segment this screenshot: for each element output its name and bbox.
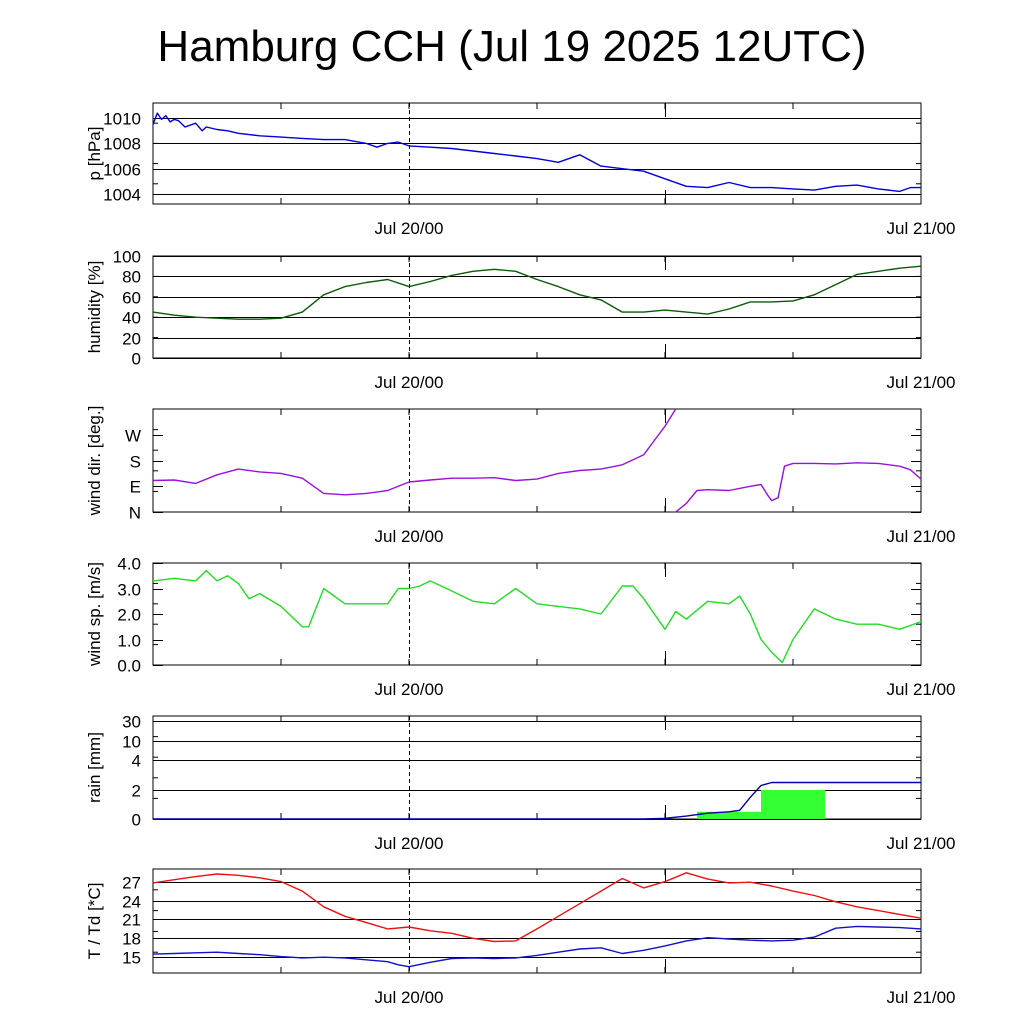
y-tick-label: 10: [122, 733, 141, 752]
panel-wind_speed: 0.0 1.0 2.0 3.0 4.0 Jul 20/00 Jul 21/00 wind sp…: [85, 555, 956, 700]
y-tick-label: 4.0: [117, 555, 141, 574]
y-tick-label: 80: [122, 268, 141, 287]
y-tick-label: 1010: [103, 110, 141, 129]
y-tick-label: 100: [113, 248, 141, 267]
y-tick-label: 20: [122, 330, 141, 349]
y-axis-label: wind dir. [deg.]: [85, 406, 104, 517]
x-tick-label: Jul 21/00: [887, 527, 956, 546]
plot-frame: [152, 255, 922, 359]
rain-bar: [697, 811, 761, 819]
x-tick-label: Jul 21/00: [887, 834, 956, 853]
y-tick-label: 18: [122, 930, 141, 949]
y-tick-label: 2.0: [117, 606, 141, 625]
t-line: [152, 872, 922, 943]
humidity-line: [152, 265, 922, 320]
td-line: [152, 925, 922, 968]
y-tick-label: 0: [132, 350, 141, 369]
x-tick-label: Jul 20/00: [375, 834, 444, 853]
y-tick-label: 3.0: [117, 581, 141, 600]
y-tick-label: 1006: [103, 161, 141, 180]
y-tick-label: 4: [132, 752, 141, 771]
x-tick-label: Jul 20/00: [375, 680, 444, 699]
wind_dir-line: [675, 462, 922, 513]
panel-pressure: 1004 1006 1008 1010 Jul 20/00 Jul 21/00 p [hPa…: [85, 102, 956, 238]
x-tick-label: Jul 21/00: [887, 680, 956, 699]
y-axis-label: wind sp. [m/s]: [85, 562, 104, 667]
y-tick-label: 24: [122, 893, 141, 912]
pressure-line: [152, 112, 921, 193]
plot-frame: [152, 562, 922, 666]
chart-title: Hamburg CCH (Jul 19 2025 12UTC): [157, 22, 867, 71]
y-tick-label: 1004: [103, 186, 141, 205]
y-tick-label: 1.0: [117, 632, 141, 651]
x-tick-label: Jul 21/00: [887, 219, 956, 238]
y-tick-label: N: [129, 504, 141, 523]
y-tick-label: S: [130, 453, 141, 472]
x-tick-label: Jul 21/00: [887, 373, 956, 392]
wind_dir-line: [152, 408, 677, 496]
y-axis-label: humidity [%]: [85, 261, 104, 354]
y-tick-label: 0.0: [117, 657, 141, 676]
y-axis-label: rain [mm]: [85, 732, 104, 803]
y-tick-label: 40: [122, 309, 141, 328]
y-tick-label: 30: [122, 713, 141, 732]
x-tick-label: Jul 20/00: [375, 527, 444, 546]
y-tick-label: 21: [122, 911, 141, 930]
x-tick-label: Jul 20/00: [375, 373, 444, 392]
y-tick-label: E: [130, 478, 141, 497]
rain-bar: [761, 790, 825, 819]
y-axis-label: p [hPa]: [85, 127, 104, 181]
x-tick-label: Jul 20/00: [375, 988, 444, 1007]
y-tick-label: 1008: [103, 135, 141, 154]
y-tick-label: 0: [132, 811, 141, 830]
plot-frame: [152, 408, 922, 513]
x-tick-label: Jul 21/00: [887, 988, 956, 1007]
y-tick-label: 2: [132, 782, 141, 801]
y-axis-label: T / Td [*C]: [85, 883, 104, 960]
y-tick-label: W: [125, 427, 141, 446]
cumulative-line: [153, 781, 921, 820]
y-tick-label: 60: [122, 289, 141, 308]
y-tick-label: 27: [122, 874, 141, 893]
wind_speed-line: [152, 569, 922, 664]
y-tick-label: 15: [122, 949, 141, 968]
x-tick-label: Jul 20/00: [375, 219, 444, 238]
